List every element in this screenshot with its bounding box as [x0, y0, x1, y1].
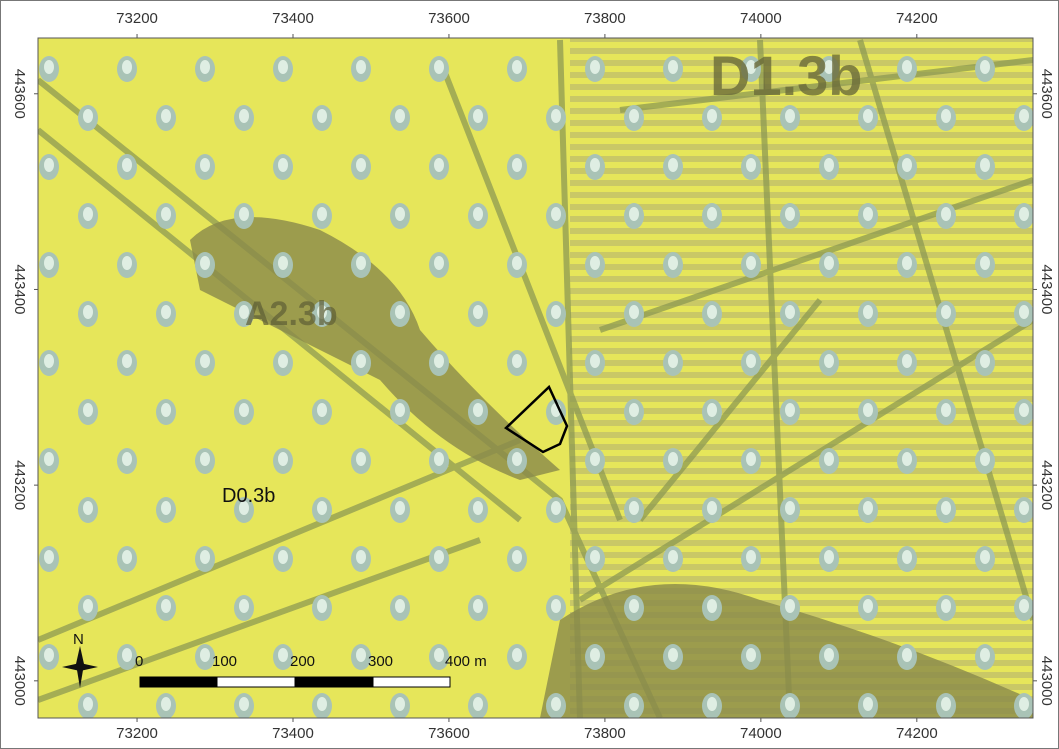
x-tick-label: 73200	[116, 10, 158, 27]
scale-label: 200	[290, 653, 315, 670]
y-tick-label: 443200	[11, 460, 28, 510]
y-tick-label: 443000	[1038, 656, 1055, 706]
raster-label: D1.3b	[710, 44, 863, 107]
x-tick-label: 74200	[896, 725, 938, 742]
raster: D1.3b A2.3b D0.3b N	[38, 38, 1033, 720]
y-tick-label: 443200	[1038, 460, 1055, 510]
raster-label: A2.3b	[245, 295, 338, 333]
x-tick-label: 73400	[272, 10, 314, 27]
y-tick-label: 443600	[1038, 69, 1055, 119]
x-tick-label: 73600	[428, 725, 470, 742]
scale-label: 0	[135, 653, 143, 670]
scale-label: 300	[368, 653, 393, 670]
unit-label: D0.3b	[222, 485, 275, 507]
y-tick-label: 443400	[1038, 264, 1055, 314]
y-tick-label: 443000	[11, 656, 28, 706]
x-tick-label: 74000	[740, 725, 782, 742]
north-label: N	[73, 631, 84, 648]
x-tick-label: 73600	[428, 10, 470, 27]
x-tick-label: 73800	[584, 10, 626, 27]
y-tick-label: 443600	[11, 69, 28, 119]
x-tick-label: 73400	[272, 725, 314, 742]
scale-label: 100	[212, 653, 237, 670]
x-tick-label: 73200	[116, 725, 158, 742]
x-tick-label: 73800	[584, 725, 626, 742]
scale-label: 400 m	[445, 653, 487, 670]
y-tick-label: 443400	[11, 264, 28, 314]
map-view: D1.3b A2.3b D0.3b N 73200 73200 73400 73400…	[0, 0, 1059, 749]
x-tick-label: 74200	[896, 10, 938, 27]
scale-bar	[140, 677, 450, 687]
x-tick-label: 74000	[740, 10, 782, 27]
